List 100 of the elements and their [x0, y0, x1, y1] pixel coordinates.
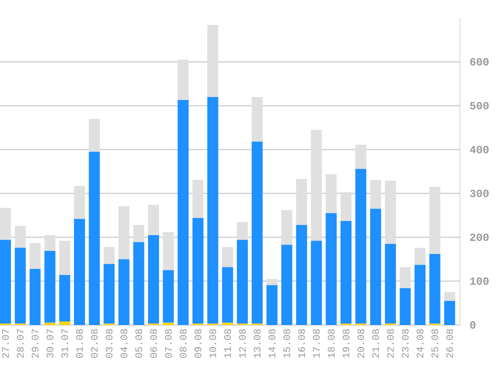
x-tick-label: 26.08 — [446, 329, 454, 358]
bar — [355, 168, 366, 324]
y-tick-label: 400 — [470, 146, 489, 154]
bar — [310, 240, 322, 325]
x-tick-label: 16.08 — [298, 329, 305, 358]
bar — [162, 270, 174, 323]
bar — [192, 218, 204, 324]
bar — [444, 300, 456, 325]
bar — [222, 246, 234, 268]
x-tick-label: 29.07 — [32, 329, 38, 358]
bar — [400, 267, 411, 288]
bar — [207, 96, 218, 324]
bar — [296, 178, 308, 226]
x-tick-label: 27.07 — [2, 329, 9, 358]
bar — [104, 264, 115, 324]
bar — [118, 206, 130, 260]
bar — [444, 292, 456, 301]
bar — [384, 244, 396, 324]
x-tick-label: 12.08 — [238, 329, 246, 358]
bar — [118, 259, 130, 325]
bar — [30, 242, 41, 269]
x-tick-label: 14.08 — [268, 329, 276, 358]
bar — [326, 213, 337, 325]
x-tick-label: 30.07 — [46, 329, 54, 358]
bar — [252, 142, 263, 324]
y-tick-label: 100 — [470, 277, 489, 285]
x-tick-label: 05.08 — [135, 329, 142, 358]
bar — [370, 208, 382, 325]
bar — [326, 174, 337, 214]
x-tick-label: 18.08 — [328, 329, 335, 358]
bar — [0, 208, 11, 240]
y-tick-label: 200 — [470, 234, 489, 242]
x-tick-label: 01.08 — [76, 329, 83, 358]
bar — [104, 246, 115, 264]
bar — [14, 248, 26, 324]
bar — [88, 152, 100, 325]
x-tick-label: 17.08 — [313, 329, 320, 358]
bar — [429, 254, 440, 324]
x-tick-label: 13.08 — [254, 329, 261, 358]
bar — [370, 180, 382, 209]
x-tick-label: 10.08 — [209, 329, 216, 358]
bar — [59, 240, 70, 276]
bar — [14, 226, 26, 248]
bar — [59, 321, 70, 325]
x-tick-label: 02.08 — [90, 329, 98, 358]
bar — [414, 264, 426, 325]
bar — [74, 218, 86, 325]
bar — [207, 25, 218, 97]
bar — [266, 285, 278, 325]
bar — [266, 278, 278, 286]
bar — [281, 210, 292, 245]
x-tick-label: 04.08 — [120, 329, 128, 358]
x-tick-label: 23.08 — [402, 329, 409, 358]
x-tick-label: 06.08 — [150, 329, 157, 358]
x-tick-label: 20.08 — [357, 329, 364, 358]
x-tick-label: 03.08 — [106, 329, 112, 358]
x-tick-label: 11.08 — [224, 329, 231, 358]
bar — [74, 186, 86, 219]
bar — [236, 240, 248, 324]
x-tick-label: 28.07 — [16, 329, 24, 358]
bar — [162, 232, 174, 270]
bar — [178, 100, 189, 325]
bar — [296, 225, 308, 325]
x-tick-label: 09.08 — [194, 329, 202, 358]
x-tick-label: 25.08 — [431, 329, 438, 358]
bar — [414, 248, 426, 265]
bar — [340, 221, 352, 324]
bar — [133, 242, 144, 325]
bar — [429, 186, 440, 254]
x-tick-label: 07.08 — [164, 329, 172, 358]
bar — [340, 192, 352, 222]
bar — [148, 204, 160, 236]
bar — [44, 250, 56, 323]
bar — [222, 267, 234, 323]
bar — [178, 60, 189, 100]
x-tick-label: 22.08 — [387, 329, 394, 358]
x-tick-label: 31.07 — [61, 329, 68, 358]
y-tick-label: 300 — [470, 190, 489, 198]
y-tick-label: 500 — [470, 102, 489, 110]
bar — [310, 130, 322, 241]
bar — [252, 96, 263, 142]
bar — [236, 222, 248, 240]
bar — [355, 144, 366, 169]
x-tick-label: 15.08 — [283, 329, 290, 358]
x-tick-label: 24.08 — [416, 329, 424, 358]
bar — [281, 244, 292, 325]
bar — [0, 240, 11, 324]
bar — [88, 118, 100, 152]
bar — [44, 235, 56, 251]
y-tick-label: 0 — [470, 321, 476, 329]
bar — [59, 275, 70, 322]
x-tick-label: 21.08 — [372, 329, 379, 358]
bar — [30, 268, 41, 325]
y-tick-label: 600 — [470, 58, 489, 66]
x-tick-label: 19.08 — [342, 329, 350, 358]
x-tick-label: 08.08 — [180, 329, 187, 358]
bar — [384, 180, 396, 244]
bar — [192, 180, 204, 218]
bar — [133, 225, 144, 242]
bar — [148, 235, 160, 324]
